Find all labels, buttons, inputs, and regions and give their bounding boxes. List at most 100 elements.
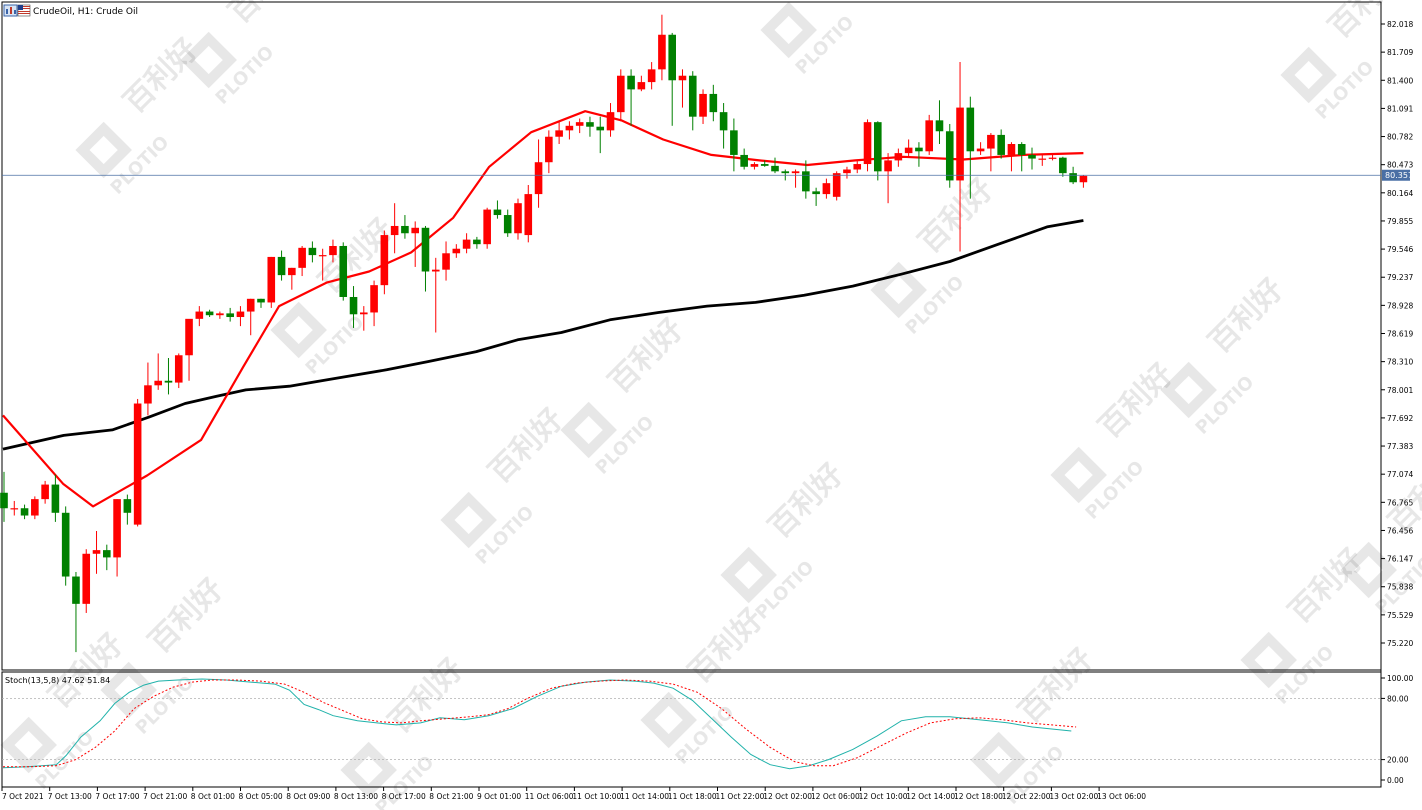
candle <box>236 306 245 327</box>
stoch-axis: 100.00 80.00 20.00 0.00 <box>1381 674 1413 785</box>
candle-body <box>915 147 923 152</box>
candle-body <box>226 313 234 318</box>
candle <box>884 153 892 204</box>
candle-body <box>205 311 214 316</box>
candle <box>380 230 389 295</box>
candle-body <box>812 191 820 195</box>
stoch-levels <box>2 698 1381 760</box>
candle <box>421 225 430 292</box>
time-tick-label: 8 Oct 01:00 <box>191 792 235 801</box>
candle <box>298 245 306 277</box>
candle-body <box>236 311 245 318</box>
price-tick-label: 78.928 <box>1387 301 1413 310</box>
indicator-label: Stoch(13,5,8) 47.62 51.84 <box>5 676 110 685</box>
candle <box>997 129 1005 159</box>
candle-body <box>750 164 759 167</box>
candle-body <box>370 285 378 313</box>
candle-body <box>760 164 769 166</box>
candle-body <box>822 183 831 195</box>
time-tick-label: 11 Oct 06:00 <box>525 792 574 801</box>
candle-body <box>781 171 790 174</box>
candle-body <box>473 239 481 245</box>
time-tick-label: 12 Oct 02:00 <box>763 792 812 801</box>
candle-body <box>1028 154 1036 159</box>
price-tick-label: 75.838 <box>1387 583 1413 592</box>
candle-body <box>329 245 337 256</box>
candle-body <box>904 147 913 154</box>
candle <box>534 139 543 208</box>
candle <box>935 100 944 145</box>
candle <box>308 241 317 263</box>
candle <box>976 142 985 155</box>
price-tick-label: 80.473 <box>1387 161 1413 170</box>
time-axis: 7 Oct 2021 7 Oct 13:00 7 Oct 17:00 7 Oct 21… <box>1 787 1146 801</box>
candle-body <box>730 130 738 155</box>
candle <box>966 96 975 199</box>
candle-body <box>51 484 60 513</box>
candles <box>0 14 1088 653</box>
price-tick-label: 76.147 <box>1387 555 1413 564</box>
candle-body <box>997 134 1005 155</box>
price-tick-label: 76.765 <box>1387 498 1413 507</box>
time-tick-label: 12 Oct 10:00 <box>859 792 908 801</box>
price-tick-label: 79.546 <box>1387 245 1413 254</box>
candle-body <box>257 298 265 303</box>
price-tick-label: 77.383 <box>1387 442 1413 451</box>
candle <box>678 69 687 108</box>
candle <box>822 178 831 199</box>
candle <box>329 239 337 263</box>
candle <box>339 242 348 301</box>
candle-body <box>421 227 430 272</box>
stoch-tick-label: 0.00 <box>1387 776 1404 785</box>
candle-body <box>771 165 779 172</box>
candle-body <box>524 194 533 236</box>
price-tick-label: 78.310 <box>1387 358 1413 367</box>
candle-body <box>195 311 204 319</box>
stoch-tick-label: 100.00 <box>1387 674 1413 683</box>
price-tick-label: 78.001 <box>1387 386 1413 395</box>
candle-body <box>843 169 851 174</box>
time-tick-label: 7 Oct 2021 <box>2 792 44 801</box>
candle <box>31 496 39 520</box>
candle-body <box>802 171 810 192</box>
candle <box>688 71 697 131</box>
price-tick-label: 82.018 <box>1387 20 1413 29</box>
candle-body <box>113 499 121 558</box>
candle <box>452 244 461 258</box>
candle <box>627 69 635 126</box>
candle-body <box>360 312 368 315</box>
candle <box>812 187 820 206</box>
candle-body <box>894 153 903 161</box>
candle <box>390 203 399 254</box>
current-price-label: 80.357 <box>1385 171 1413 180</box>
candle-body <box>462 239 471 249</box>
candle <box>462 233 471 254</box>
candle-body <box>709 93 718 113</box>
candle <box>360 306 368 331</box>
candle <box>267 256 276 308</box>
candle <box>61 506 70 586</box>
candle <box>370 280 378 327</box>
candle-body <box>647 69 656 83</box>
price-tick-label: 77.074 <box>1387 470 1413 479</box>
candle <box>575 118 584 134</box>
candle-body <box>318 255 327 257</box>
time-tick-label: 9 Oct 01:00 <box>477 792 521 801</box>
candle-body <box>41 484 49 500</box>
flag-icon <box>17 4 31 17</box>
time-tick-label: 8 Oct 21:00 <box>429 792 473 801</box>
candle <box>514 198 522 240</box>
chart-header: CrudeOil, H1: Crude Oil <box>3 4 138 17</box>
candle <box>205 309 214 318</box>
candle-body <box>1069 173 1077 183</box>
candle-body <box>483 209 491 245</box>
candle <box>637 75 646 92</box>
candle-body <box>1007 144 1016 155</box>
candle-body <box>884 160 892 172</box>
candle <box>668 32 676 126</box>
candle-body <box>935 120 944 132</box>
candle-body <box>1017 144 1026 155</box>
candle-body <box>431 269 440 272</box>
candle <box>1048 154 1057 161</box>
